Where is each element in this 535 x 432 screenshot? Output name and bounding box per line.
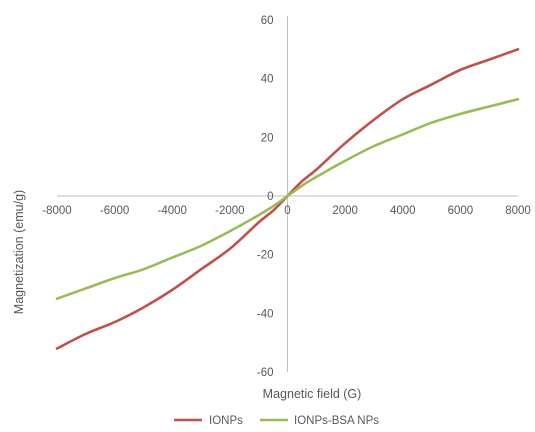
legend: IONPs IONPs-BSA NPs [174,415,379,427]
y-tick-label: -20 [257,250,274,262]
x-tick-label: -2000 [215,205,244,217]
tick-labels: -8000 -6000 -4000 -2000 0 2000 4000 6000 8000 -60… [42,15,531,379]
y-tick-label: 0 [267,191,273,203]
x-tick-label: 0 [284,205,290,217]
y-tick-label: 60 [261,15,274,27]
x-tick-label: 4000 [390,205,416,217]
y-tick-label: 20 [261,132,274,144]
y-tick-label: 40 [261,74,274,86]
x-tick-label: -8000 [42,205,71,217]
y-axis-title: Magnetization (emu/g) [12,190,26,314]
series-lines [55,48,520,350]
x-tick-label: 8000 [505,205,531,217]
y-tick-label: -40 [257,308,274,320]
x-tick-label: -6000 [100,205,129,217]
series-line-2 [55,97,520,300]
x-tick-label: 2000 [332,205,358,217]
legend-label-2: IONPs-BSA NPs [294,415,379,427]
y-tick-label: -60 [257,367,274,379]
axes [57,16,518,372]
x-tick-label: 6000 [448,205,474,217]
x-tick-label: -4000 [158,205,187,217]
legend-label-1: IONPs [209,415,243,427]
x-axis-title: Magnetic field (G) [263,387,362,401]
